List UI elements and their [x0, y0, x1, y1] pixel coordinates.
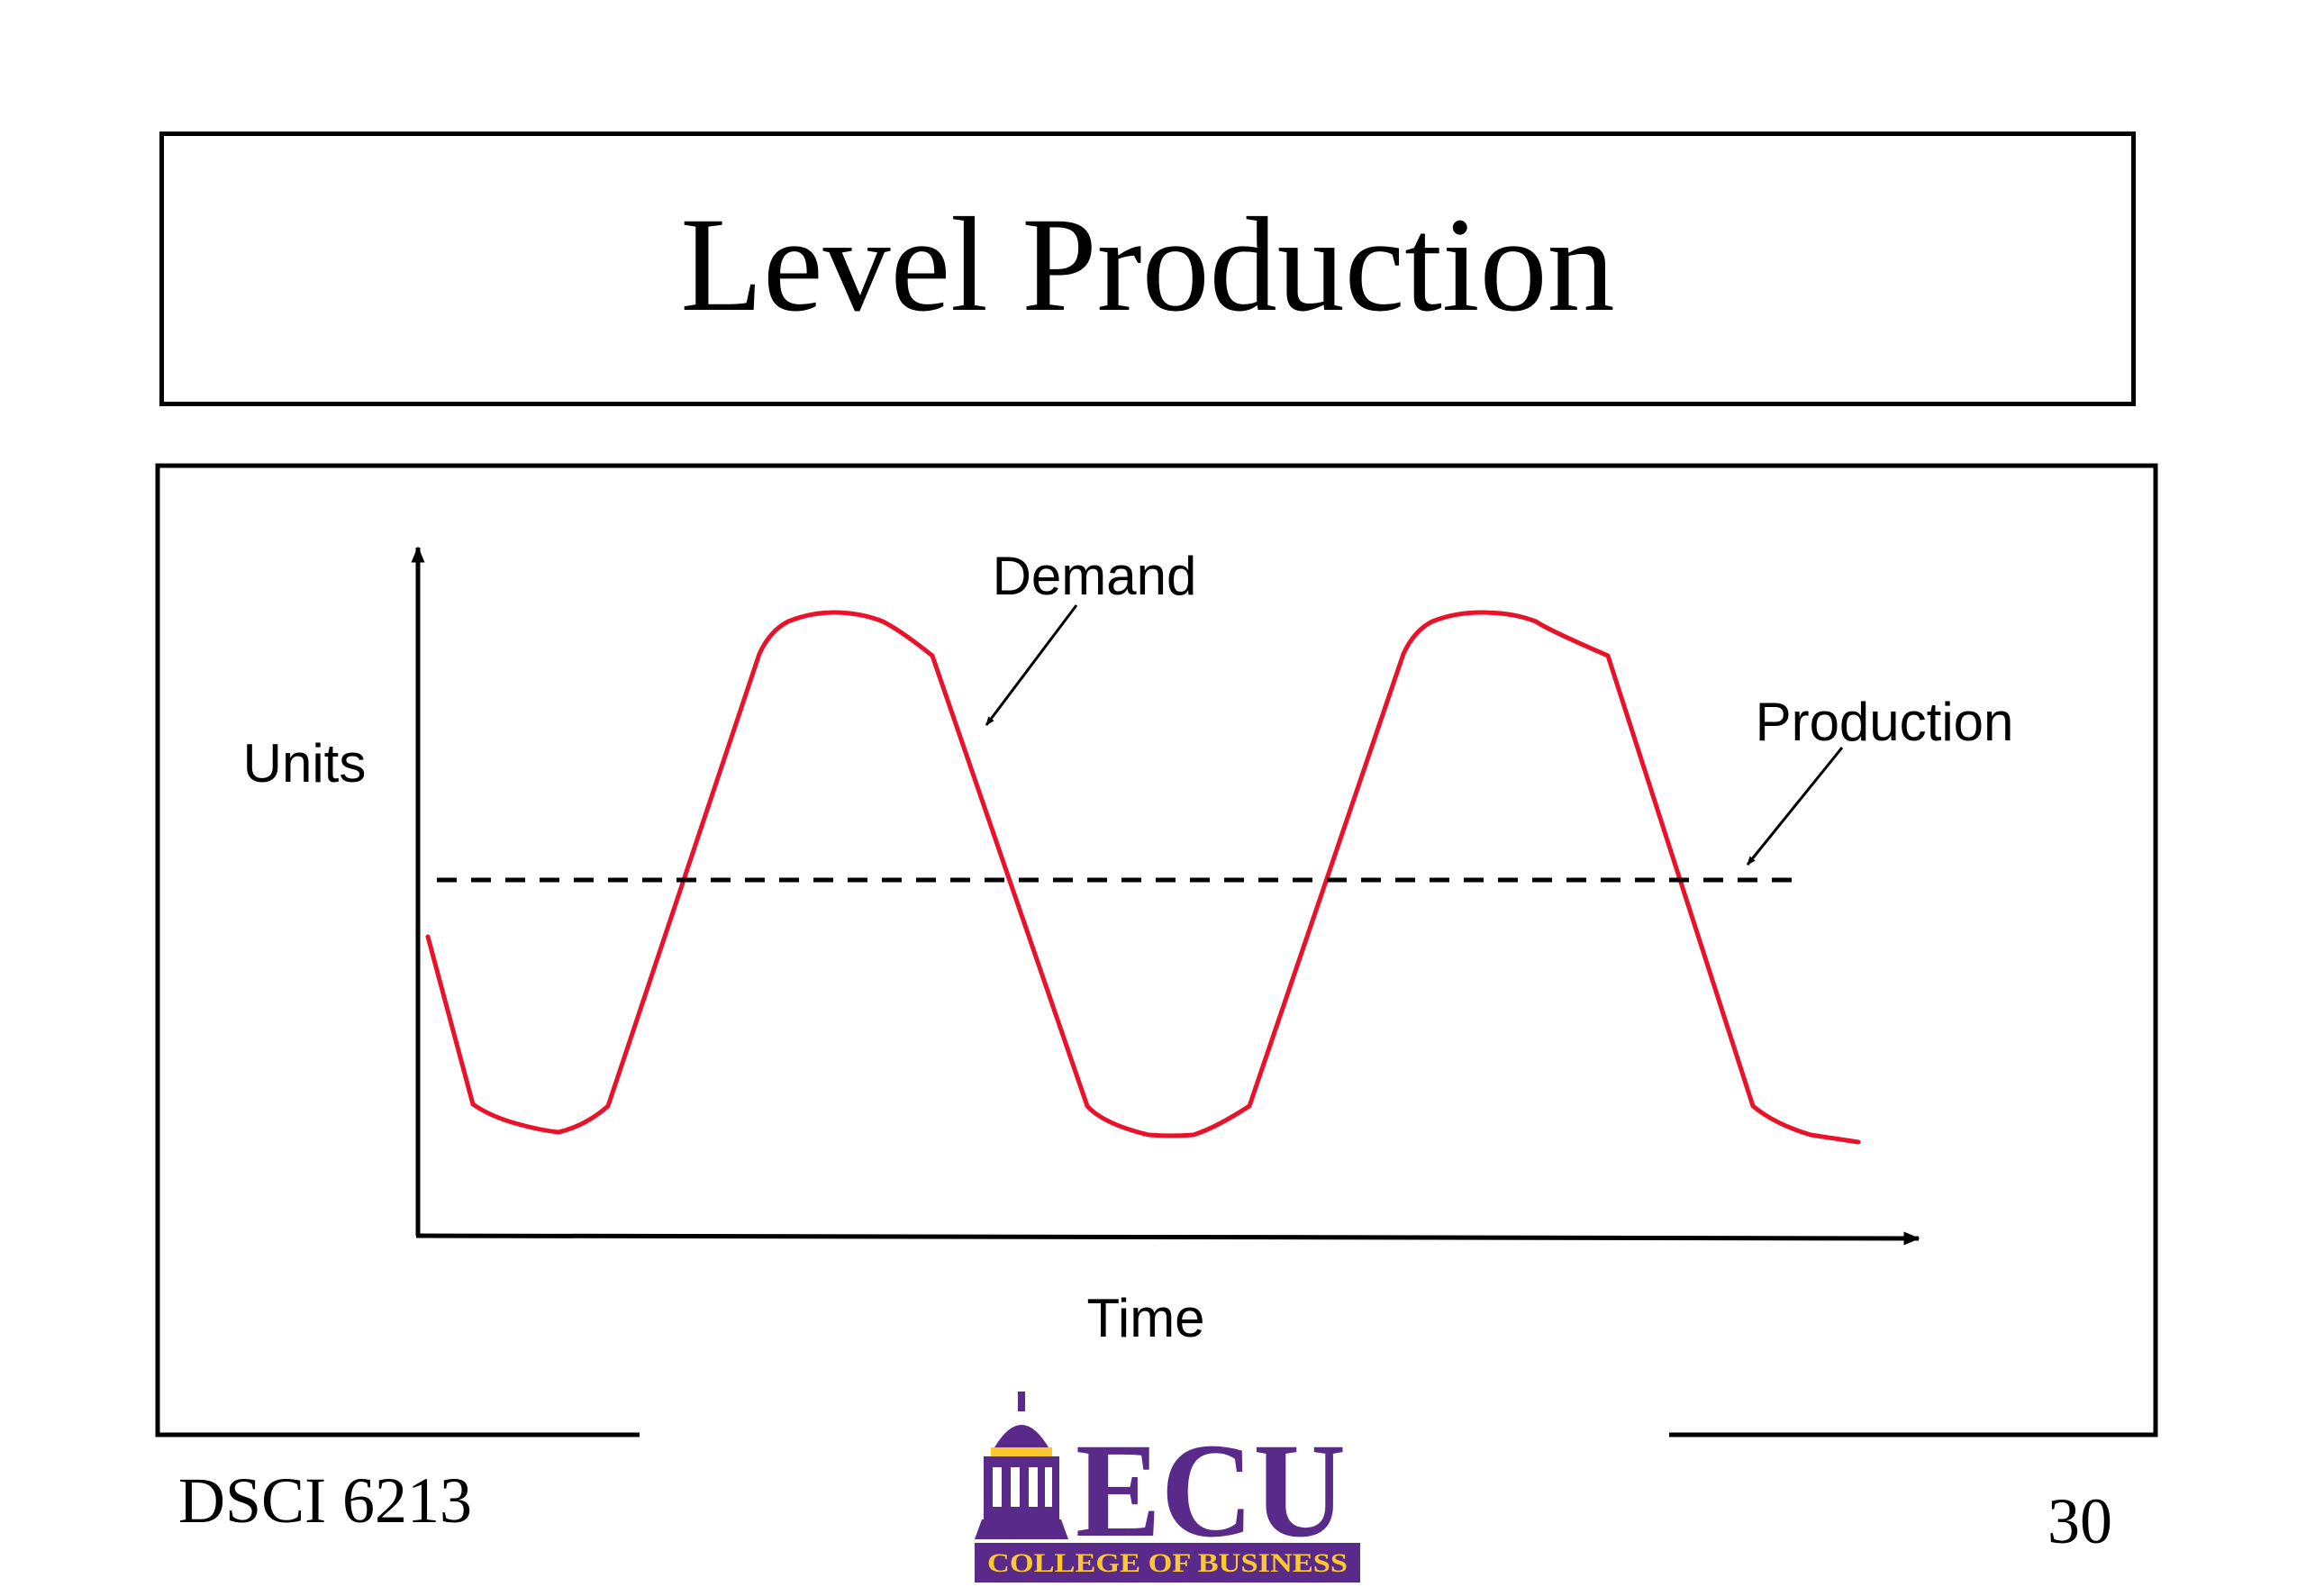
slide-title: Level Production	[680, 189, 1615, 340]
demand-leader-arrow	[985, 604, 1078, 726]
cupola-icon	[975, 1392, 1068, 1539]
content-frame	[155, 463, 2158, 1437]
title-box: Level Production	[159, 131, 2136, 406]
y-axis-label: Units	[243, 733, 367, 793]
x-axis-label: Time	[1086, 1288, 1204, 1348]
course-code: DSCI 6213	[178, 1465, 473, 1537]
production-leader-arrow	[1746, 747, 1844, 866]
demand-curve	[425, 610, 1861, 1145]
x-axis	[415, 1231, 1920, 1246]
production-label: Production	[1756, 692, 2014, 752]
ecu-college-of-business-logo: ECU COLLEGE OF BUSINESS	[975, 1392, 1360, 1582]
demand-label: Demand	[993, 546, 1197, 606]
college-of-business-text: COLLEGE OF BUSINESS	[987, 1548, 1348, 1578]
page-number: 30	[2047, 1485, 2112, 1557]
college-banner	[975, 1543, 1360, 1582]
ecu-wordmark: ECU	[1076, 1416, 1346, 1565]
